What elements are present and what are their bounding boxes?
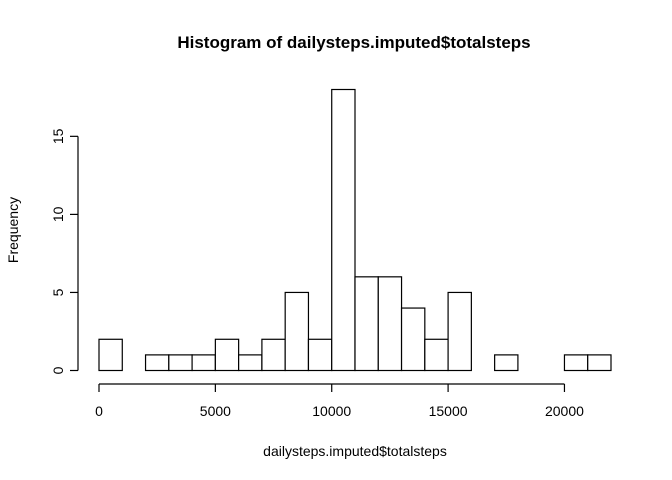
histogram-bar bbox=[587, 354, 612, 372]
histogram-bar bbox=[377, 276, 403, 372]
x-axis-label: dailysteps.imputed$totalsteps bbox=[263, 443, 447, 459]
histogram-bar bbox=[331, 88, 356, 372]
y-tick-label: 0 bbox=[50, 366, 66, 374]
histogram-bar bbox=[447, 291, 472, 372]
histogram-bar bbox=[261, 338, 286, 372]
histogram-bars bbox=[98, 88, 612, 372]
y-axis-label: Frequency bbox=[5, 197, 21, 263]
x-axis: 0 5000 10000 15000 20000 bbox=[95, 383, 584, 419]
histogram-bar bbox=[424, 338, 449, 372]
x-tick-label: 15000 bbox=[429, 403, 468, 419]
histogram-bar bbox=[307, 338, 333, 372]
y-tick-label: 10 bbox=[50, 206, 66, 222]
histogram-bar bbox=[168, 354, 193, 372]
y-axis: 0 5 10 15 bbox=[50, 128, 79, 374]
y-tick-label: 5 bbox=[50, 288, 66, 296]
x-tick-label: 0 bbox=[95, 403, 103, 419]
histogram-bar bbox=[354, 276, 379, 372]
x-tick-label: 20000 bbox=[545, 403, 584, 419]
x-tick-label: 10000 bbox=[312, 403, 351, 419]
histogram-bar bbox=[214, 338, 240, 372]
histogram-bar bbox=[98, 338, 123, 372]
histogram-bar bbox=[238, 354, 263, 372]
y-tick-label: 15 bbox=[50, 128, 66, 144]
chart-title: Histogram of dailysteps.imputed$totalste… bbox=[177, 33, 530, 52]
x-tick-label: 5000 bbox=[200, 403, 231, 419]
histogram-bar bbox=[144, 354, 170, 372]
histogram-bar bbox=[563, 354, 589, 372]
histogram-bar bbox=[284, 291, 310, 372]
histogram-bar bbox=[191, 354, 216, 372]
histogram-bar bbox=[494, 354, 519, 372]
histogram-bar bbox=[400, 307, 426, 372]
